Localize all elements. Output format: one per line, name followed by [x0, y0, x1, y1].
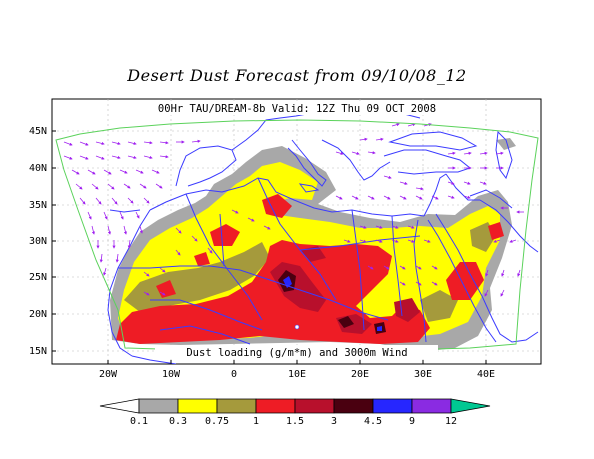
lat-label: 15N — [29, 346, 47, 357]
colorbar-swatch — [255, 398, 296, 414]
location-marker — [294, 324, 300, 330]
colorbar-label: 0.1 — [130, 416, 148, 427]
colorbar-label: 0.75 — [205, 416, 229, 427]
land-borders — [107, 107, 539, 364]
lon-label: 0 — [231, 369, 237, 380]
colorbar-label: 9 — [409, 416, 415, 427]
colorbar-label: 4.5 — [364, 416, 382, 427]
colorbar-legend: 0.1 0.3 0.75 1 1.5 3 4.5 9 12 — [99, 398, 491, 427]
lon-label: 40E — [477, 369, 495, 380]
map-title: Desert Dust Forecast from 09/10/08_12 — [127, 66, 467, 85]
forecast-subtitle: 00Hr TAU/DREAM-8b Valid: 12Z Thu 09 OCT … — [158, 103, 436, 115]
colorbar-swatch — [294, 398, 335, 414]
subtitle-bg — [145, 101, 448, 115]
caption-bg — [155, 345, 438, 359]
model-domain-outline — [55, 119, 539, 352]
colorbar-label: 0.3 — [169, 416, 187, 427]
colorbar-swatch — [333, 398, 374, 414]
colorbar-swatch — [99, 398, 140, 414]
lon-label: 30E — [414, 369, 432, 380]
wind-vectors — [63, 123, 524, 297]
colorbar-swatch — [216, 398, 257, 414]
lon-label: 10W — [162, 369, 181, 380]
map-caption: Dust loading (g/m*m) and 3000m Wind — [186, 347, 407, 359]
colorbar-label: 1.5 — [286, 416, 304, 427]
colorbar-swatch — [138, 398, 179, 414]
axis-ticks — [52, 130, 487, 364]
dust-level-blue — [283, 276, 292, 288]
colorbar-label: 12 — [445, 416, 457, 427]
lon-label: 20E — [351, 369, 369, 380]
colorbar-label: 3 — [331, 416, 337, 427]
lat-label: 45N — [29, 126, 47, 137]
lon-label: 20W — [99, 369, 118, 380]
lat-label: 40N — [29, 163, 47, 174]
colorbar-swatch — [177, 398, 218, 414]
colorbar-label: 1 — [253, 416, 259, 427]
lat-label: 25N — [29, 272, 47, 283]
colorbar-swatch — [450, 398, 491, 414]
lat-label: 35N — [29, 200, 47, 211]
lat-label: 30N — [29, 236, 47, 247]
colorbar-swatch — [372, 398, 413, 414]
colorbar-swatch — [411, 398, 452, 414]
lat-label: 20N — [29, 309, 47, 320]
lon-label: 10E — [288, 369, 306, 380]
